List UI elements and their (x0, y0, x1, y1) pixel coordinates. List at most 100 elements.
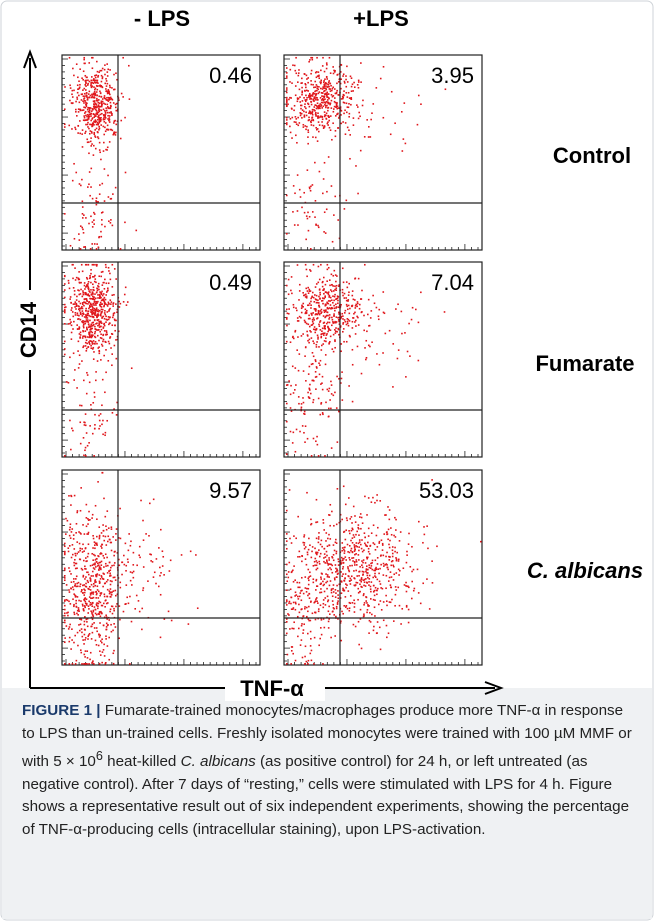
event-dot (75, 562, 78, 565)
event-dot (335, 303, 337, 306)
event-dot (107, 107, 110, 109)
event-dot (106, 63, 108, 65)
event-dot (63, 600, 66, 602)
event-dot (384, 514, 386, 516)
event-dot (335, 327, 337, 329)
event-dot (296, 100, 299, 103)
event-dot (285, 573, 288, 576)
caption: FIGURE 1 | Fumarate-trained monocytes/ma… (22, 700, 634, 841)
event-dot (78, 328, 80, 330)
event-dot (326, 268, 329, 271)
event-dot (75, 63, 78, 65)
event-dot (104, 117, 107, 119)
event-dot (342, 281, 345, 284)
event-dot (313, 319, 316, 321)
event-dot (336, 573, 339, 575)
event-dot (82, 119, 85, 122)
event-dot (285, 308, 288, 311)
event-dot (356, 575, 359, 577)
event-dot (110, 105, 112, 108)
event-dot (365, 545, 368, 547)
event-dot (69, 99, 71, 102)
event-dot (86, 579, 89, 582)
event-dot (348, 532, 351, 535)
event-dot (97, 300, 99, 303)
event-dot (307, 577, 310, 580)
event-dot (83, 335, 85, 337)
event-dot (343, 94, 345, 97)
event-dot (96, 313, 99, 316)
event-dot (297, 320, 300, 322)
event-dot (317, 121, 320, 123)
event-dot (308, 187, 311, 190)
event-dot (123, 563, 126, 566)
event-dot (296, 581, 299, 584)
event-dot (313, 663, 315, 665)
event-dot (328, 342, 331, 344)
event-dot (93, 133, 96, 136)
event-dot (315, 308, 317, 311)
event-dot (100, 308, 103, 311)
event-dot (323, 332, 326, 335)
event-dot (115, 539, 117, 541)
event-dot (86, 657, 89, 659)
event-dot (335, 91, 338, 94)
x-axis-label: TNF-α (240, 676, 304, 701)
event-dot (111, 591, 113, 593)
event-dot (92, 106, 95, 108)
event-dot (317, 281, 320, 284)
event-dot (336, 584, 338, 587)
event-dot (77, 585, 79, 588)
event-dot (318, 560, 321, 563)
event-dot (87, 281, 90, 283)
event-dot (317, 338, 319, 340)
event-dot (113, 607, 115, 610)
event-dot (95, 323, 97, 325)
event-dot (338, 316, 340, 319)
event-dot (76, 511, 79, 514)
event-dot (82, 346, 84, 349)
event-dot (126, 558, 129, 561)
event-dot (343, 312, 346, 314)
event-dot (97, 310, 100, 313)
event-dot (111, 129, 114, 132)
event-dot (93, 120, 95, 123)
event-dot (316, 551, 319, 554)
event-dot (94, 293, 96, 295)
event-dot (81, 663, 83, 665)
event-dot (94, 341, 97, 343)
event-dot (338, 313, 340, 315)
event-dot (98, 566, 101, 568)
event-dot (102, 118, 105, 120)
event-dot (356, 305, 358, 308)
event-dot (389, 601, 392, 604)
event-dot (360, 372, 363, 375)
event-dot (93, 280, 96, 283)
event-dot (97, 597, 100, 599)
event-dot (326, 554, 328, 557)
event-dot (63, 303, 66, 306)
event-dot (348, 557, 351, 559)
event-dot (318, 107, 320, 109)
event-dot (288, 98, 290, 101)
event-dot (319, 413, 322, 416)
event-dot (311, 95, 314, 97)
event-dot (86, 300, 88, 303)
event-dot (366, 545, 368, 548)
event-dot (312, 263, 315, 266)
event-dot (333, 321, 335, 324)
event-dot (97, 123, 99, 126)
event-dot (100, 100, 103, 103)
event-dot (84, 246, 86, 248)
event-dot (367, 568, 369, 571)
event-dot (330, 94, 333, 96)
event-dot (285, 632, 288, 635)
event-dot (285, 663, 288, 665)
event-dot (83, 282, 86, 284)
event-dot (124, 286, 127, 289)
event-dot (300, 112, 303, 115)
event-dot (98, 663, 101, 665)
event-dot (320, 402, 323, 404)
event-dot (347, 551, 349, 553)
event-dot (92, 660, 94, 662)
